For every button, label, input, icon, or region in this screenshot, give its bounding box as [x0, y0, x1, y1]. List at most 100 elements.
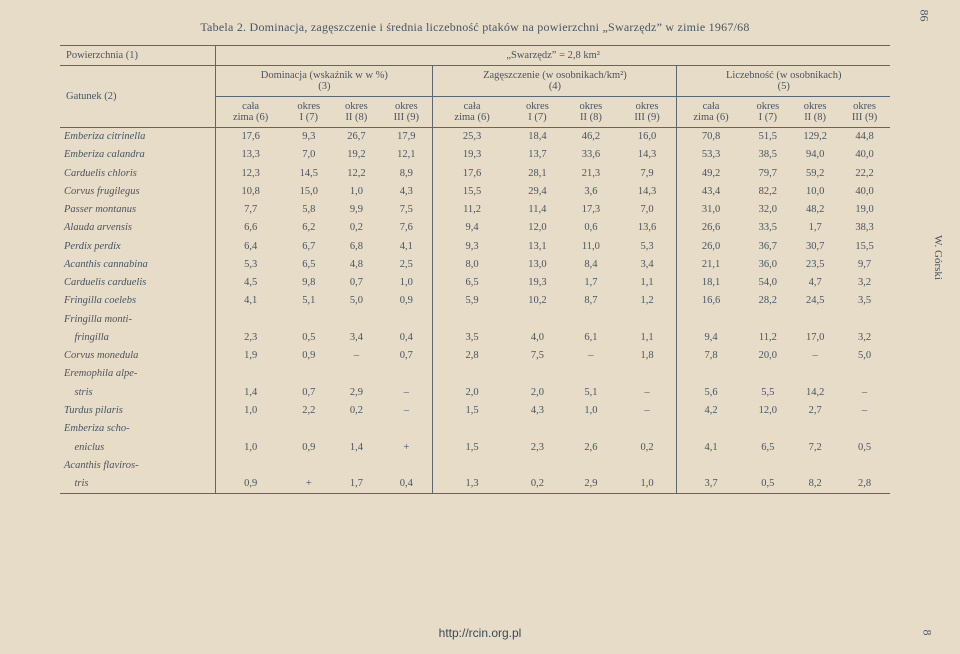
value-cell: 16,6	[677, 292, 745, 310]
table-row: Perdix perdix6,46,76,84,19,313,111,05,32…	[60, 238, 890, 256]
value-cell: 5,3	[216, 256, 285, 274]
value-cell: 7,0	[618, 201, 677, 219]
value-cell: 36,7	[745, 238, 792, 256]
value-cell: 1,2	[618, 292, 677, 310]
value-cell: 14,5	[285, 165, 333, 183]
value-cell: 12,2	[333, 165, 381, 183]
value-cell: 1,1	[618, 329, 677, 347]
value-cell: 26,7	[333, 128, 381, 147]
value-cell: 5,3	[618, 238, 677, 256]
value-cell	[333, 420, 381, 438]
value-cell: 10,8	[216, 183, 285, 201]
value-cell: 49,2	[677, 165, 745, 183]
value-cell: 2,9	[333, 384, 381, 402]
value-cell: 3,5	[839, 292, 890, 310]
value-cell: 4,5	[216, 274, 285, 292]
header-gatunek: Gatunek (2)	[60, 66, 216, 128]
value-cell: 15,5	[433, 183, 511, 201]
species-cell: Carduelis carduelis	[60, 274, 216, 292]
value-cell: 8,7	[564, 292, 617, 310]
value-cell: 24,5	[791, 292, 839, 310]
value-cell: 33,6	[564, 146, 617, 164]
value-cell: 10,2	[511, 292, 564, 310]
value-cell: 6,7	[285, 238, 333, 256]
col-9: cała zima (6)	[677, 97, 745, 128]
table-row: Carduelis chloris12,314,512,28,917,628,1…	[60, 165, 890, 183]
value-cell: 9,7	[839, 256, 890, 274]
value-cell: 30,7	[791, 238, 839, 256]
value-cell: 0,6	[564, 219, 617, 237]
value-cell	[333, 457, 381, 475]
group-liczebnosc: Liczebność (w osobnikach) (5)	[677, 66, 890, 97]
value-cell: 12,0	[745, 402, 792, 420]
value-cell	[380, 420, 433, 438]
value-cell: 2,8	[839, 475, 890, 494]
value-cell	[285, 311, 333, 329]
value-cell: 7,2	[791, 439, 839, 457]
value-cell: –	[380, 384, 433, 402]
species-cell: eniclus	[60, 439, 216, 457]
value-cell: 0,9	[216, 475, 285, 494]
value-cell: 10,0	[791, 183, 839, 201]
value-cell: 2,0	[433, 384, 511, 402]
value-cell: 2,3	[511, 439, 564, 457]
value-cell	[564, 311, 617, 329]
value-cell: 36,0	[745, 256, 792, 274]
value-cell: 22,2	[839, 165, 890, 183]
table-caption: Tabela 2. Dominacja, zagęszczenie i śred…	[60, 20, 890, 35]
value-cell	[745, 457, 792, 475]
species-cell: stris	[60, 384, 216, 402]
value-cell: 129,2	[791, 128, 839, 147]
species-cell: Alauda arvensis	[60, 219, 216, 237]
value-cell: 12,3	[216, 165, 285, 183]
value-cell	[285, 420, 333, 438]
table-row: Emberiza scho-	[60, 420, 890, 438]
value-cell: 4,0	[511, 329, 564, 347]
value-cell: 13,7	[511, 146, 564, 164]
value-cell: 7,6	[380, 219, 433, 237]
value-cell	[216, 311, 285, 329]
margin-author: W. Górski	[932, 235, 944, 280]
value-cell: 3,5	[433, 329, 511, 347]
value-cell: 9,4	[433, 219, 511, 237]
table-row: Carduelis carduelis4,59,80,71,06,519,31,…	[60, 274, 890, 292]
value-cell: 9,8	[285, 274, 333, 292]
value-cell	[564, 457, 617, 475]
value-cell: +	[380, 439, 433, 457]
value-cell: 0,5	[285, 329, 333, 347]
col-12: okres III (9)	[839, 97, 890, 128]
value-cell: 0,2	[511, 475, 564, 494]
value-cell: 20,0	[745, 347, 792, 365]
value-cell	[216, 420, 285, 438]
value-cell: 5,8	[285, 201, 333, 219]
value-cell: 7,5	[380, 201, 433, 219]
value-cell: 2,7	[791, 402, 839, 420]
value-cell: 14,2	[791, 384, 839, 402]
value-cell	[216, 457, 285, 475]
header-swarzedz: „Swarzędz” = 2,8 km²	[216, 46, 890, 66]
value-cell	[839, 365, 890, 383]
value-cell: 3,6	[564, 183, 617, 201]
value-cell: 6,5	[285, 256, 333, 274]
species-cell: fringilla	[60, 329, 216, 347]
value-cell: 18,4	[511, 128, 564, 147]
value-cell: 6,4	[216, 238, 285, 256]
value-cell	[433, 420, 511, 438]
value-cell: 14,3	[618, 183, 677, 201]
value-cell: 59,2	[791, 165, 839, 183]
value-cell: 11,2	[433, 201, 511, 219]
value-cell: 5,1	[564, 384, 617, 402]
value-cell: –	[618, 402, 677, 420]
value-cell: –	[333, 347, 381, 365]
value-cell: 0,2	[618, 439, 677, 457]
value-cell	[511, 420, 564, 438]
page-number-top: 86	[917, 10, 932, 22]
value-cell: 4,3	[380, 183, 433, 201]
value-cell	[433, 311, 511, 329]
table-row: Turdus pilaris1,02,20,2–1,54,31,0–4,212,…	[60, 402, 890, 420]
value-cell	[564, 365, 617, 383]
col-1: cała zima (6)	[216, 97, 285, 128]
group-zageszczenie: Zagęszczenie (w osobnikach/km²) (4)	[433, 66, 677, 97]
value-cell	[618, 311, 677, 329]
species-cell: Perdix perdix	[60, 238, 216, 256]
